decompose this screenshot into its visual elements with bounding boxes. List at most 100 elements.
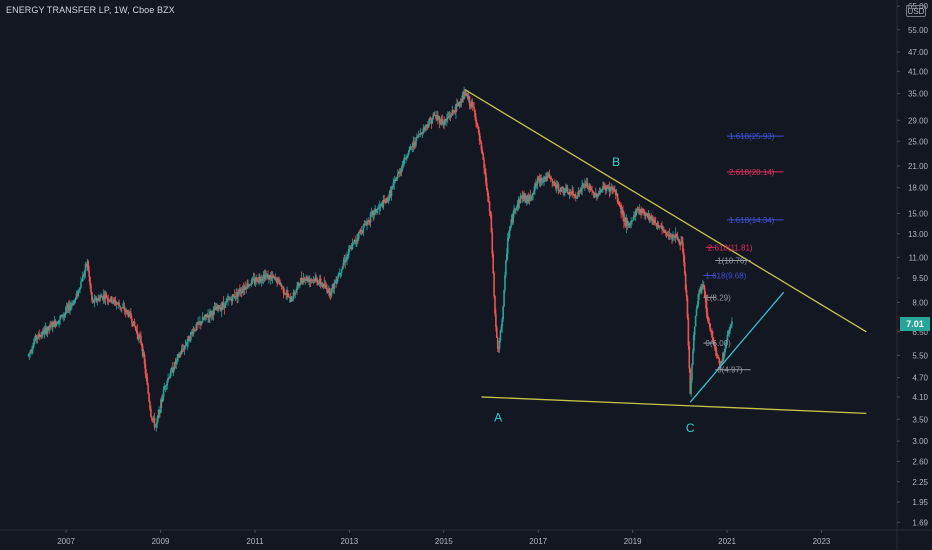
x-tick-label: 2017 [529, 537, 547, 546]
candle-body [563, 192, 565, 194]
candle-body [543, 176, 545, 181]
candle-body [141, 342, 143, 347]
candle-body [162, 389, 165, 398]
candle-body [269, 276, 272, 279]
candle-body [208, 315, 210, 318]
candle-body [668, 234, 671, 237]
candle-body [565, 187, 568, 189]
price-axis[interactable]: 65.00 55.00 47.00 41.00 35.00 29.00 25.00 21.00… [897, 2, 929, 527]
candle-body [485, 172, 487, 184]
candle-body [281, 286, 284, 288]
candle-body [712, 341, 715, 343]
candle-body [531, 194, 534, 197]
candle-body [525, 195, 527, 203]
candle-body [667, 234, 670, 236]
candle-body [431, 118, 434, 124]
candle-body [170, 369, 172, 376]
candle-body [37, 334, 40, 338]
candle-body [503, 289, 505, 307]
candle-body [574, 194, 576, 196]
candle-body [407, 154, 409, 158]
candle-body [92, 299, 95, 303]
x-tick-label: 2009 [152, 537, 170, 546]
candle-body [495, 313, 497, 328]
candle-body [587, 188, 590, 190]
candle-body [568, 191, 571, 195]
candle-body [386, 198, 388, 200]
candle-body [91, 292, 93, 301]
candle-body [643, 209, 645, 213]
candle-body [402, 163, 405, 165]
candle-body [509, 225, 512, 231]
candle-body [190, 332, 193, 333]
candle-body [391, 186, 394, 189]
candle-body [93, 298, 96, 303]
candle-body [62, 314, 64, 317]
candle-body [239, 291, 242, 293]
candle-body [176, 357, 179, 360]
y-tick-label: 11.00 [909, 253, 929, 262]
candle-body [675, 234, 678, 237]
candle-body [91, 299, 94, 301]
candle-body [434, 114, 436, 116]
candle-body [203, 317, 206, 320]
candle-body [470, 101, 473, 107]
candle-body [656, 224, 659, 227]
candle-body [318, 278, 321, 283]
candle-body [489, 211, 492, 216]
y-tick-label: 6.50 [912, 328, 928, 337]
candle-body [554, 181, 556, 186]
candle-body [567, 193, 570, 195]
candle-body [703, 284, 705, 288]
candle-body [464, 91, 466, 96]
candle-body [645, 213, 648, 216]
x-tick-label: 2019 [624, 537, 642, 546]
candle-body [428, 118, 431, 124]
candle-body [640, 212, 642, 214]
candle-body [710, 330, 712, 332]
candle-body [371, 211, 374, 213]
candle-body [253, 278, 256, 283]
candle-body [361, 232, 364, 234]
candle-body [72, 301, 75, 306]
candle-body [515, 206, 518, 209]
candle-body [497, 348, 500, 350]
candle-body [373, 210, 376, 215]
candle-body [416, 136, 418, 138]
candle-body [295, 290, 297, 293]
candle-body [689, 368, 691, 394]
candle-body [468, 96, 471, 105]
candle-body [177, 354, 179, 358]
candle-body [410, 146, 413, 148]
candle-body [408, 147, 411, 151]
candle-body [43, 329, 46, 334]
currency-label[interactable]: USD [906, 5, 926, 17]
candle-body [639, 209, 642, 213]
candle-body [44, 327, 47, 330]
candle-body [185, 344, 188, 346]
candle-body [190, 332, 192, 341]
candle-body [48, 325, 51, 329]
time-axis[interactable]: 2007 2009 2011 2013 2015 2017 2019 2021 2023 [57, 530, 831, 546]
candle-body [280, 284, 283, 287]
candle-body [64, 311, 67, 314]
candle-body [500, 326, 503, 331]
fib-label: 2.618(20.14) [729, 168, 775, 177]
candle-body [406, 157, 408, 159]
candle-body [550, 178, 553, 180]
candle-body [570, 193, 573, 194]
candle-body [690, 380, 692, 394]
candle-body [278, 278, 280, 280]
candle-body [603, 185, 605, 187]
candle-body [476, 124, 479, 128]
wave-label-b: B [612, 155, 620, 169]
candle-body [462, 95, 465, 100]
candle-body [130, 313, 132, 319]
candle-body [294, 292, 297, 295]
candle-body [619, 204, 622, 206]
candle-body [86, 261, 89, 267]
candle-body [659, 226, 662, 227]
candle-body [95, 297, 98, 302]
candle-body [271, 275, 274, 278]
